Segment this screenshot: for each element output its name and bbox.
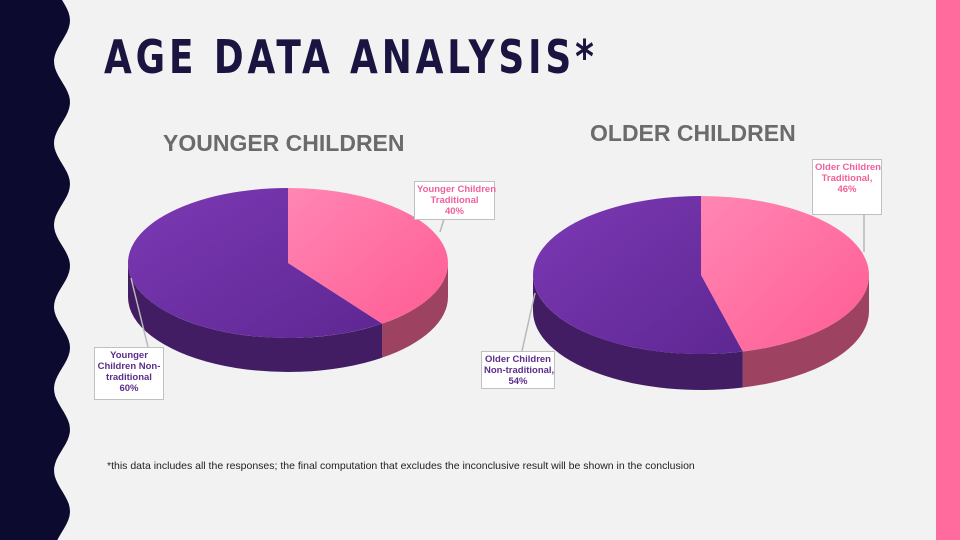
callout-pointer: [130, 277, 149, 348]
pie-slice-side: [742, 275, 870, 388]
callout-line: Traditional,: [821, 173, 873, 184]
callout-line: Younger Children: [417, 184, 496, 195]
older-pie: [533, 196, 870, 390]
younger-traditional-label: Younger Children Traditional 40%: [414, 181, 496, 220]
callout-line: Traditional: [430, 195, 479, 206]
pie-slice-side: [127, 263, 383, 373]
older-chart-title: OLDER CHILDREN: [590, 120, 796, 146]
callout-line: traditional: [106, 372, 152, 383]
callout-line: Children Non-: [97, 361, 161, 372]
callout-line: 60%: [119, 383, 139, 394]
younger-chart-title: YOUNGER CHILDREN: [163, 130, 405, 156]
older-nontraditional-label: Older Children Non-traditional, 54%: [481, 351, 555, 389]
footnote: *this data includes all the responses; t…: [107, 460, 695, 472]
callout-pointer: [439, 218, 445, 233]
right-accent-stripe: [936, 0, 960, 540]
pie-slice-older-children-non-traditional: [533, 196, 743, 354]
younger-nontraditional-label: Younger Children Non- traditional 60%: [94, 347, 164, 400]
callout-pointer: [521, 292, 536, 352]
callout-line: Younger: [110, 350, 148, 361]
pie-slice-younger-children-traditional: [288, 188, 449, 324]
younger-pie: [127, 188, 449, 373]
callout-line: 54%: [508, 376, 528, 387]
pie-slice-side: [533, 275, 743, 390]
callout-line: 46%: [837, 184, 857, 195]
pie-slice-younger-children-non-traditional: [128, 188, 383, 338]
pie-slice-side: [382, 263, 449, 358]
callout-line: Older Children: [485, 354, 551, 365]
wavy-band-shape: [0, 0, 70, 540]
callout-line: 40%: [444, 206, 464, 217]
callout-line: Older Children: [815, 162, 881, 173]
pie-slice-older-children-traditional: [701, 196, 869, 352]
older-traditional-label: Older Children Traditional, 46%: [812, 159, 882, 215]
left-decorative-band: [0, 0, 70, 540]
callout-line: Non-traditional,: [484, 365, 555, 376]
page-title: AGE DATA ANALYSIS*: [104, 30, 598, 84]
